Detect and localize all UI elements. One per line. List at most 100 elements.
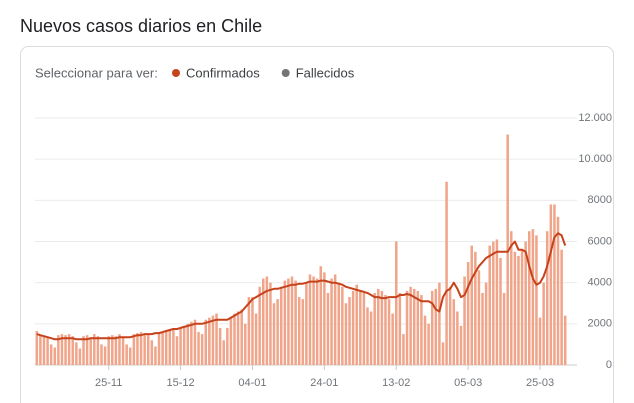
bar	[211, 315, 215, 365]
bar	[394, 241, 398, 365]
bar	[456, 311, 459, 365]
bar	[452, 299, 456, 365]
bar	[459, 325, 463, 365]
bar	[279, 286, 283, 365]
bar	[492, 241, 495, 365]
bar	[161, 332, 164, 365]
bar	[466, 262, 470, 365]
bar	[57, 335, 60, 365]
bar	[412, 288, 416, 365]
bar	[60, 334, 64, 365]
bar	[377, 288, 380, 365]
bar	[333, 274, 337, 365]
legend: Confirmados Fallecidos	[172, 65, 355, 80]
bar	[531, 229, 535, 365]
bar	[438, 282, 441, 365]
bar	[258, 286, 261, 365]
bar	[49, 344, 53, 365]
bar	[563, 315, 567, 365]
bar	[430, 290, 434, 365]
bar	[283, 280, 287, 365]
bar	[305, 282, 308, 365]
bar	[118, 334, 121, 365]
bar	[114, 336, 118, 365]
bar	[315, 278, 319, 365]
bar	[233, 313, 236, 365]
bar	[128, 347, 132, 365]
bar	[369, 311, 373, 365]
bar	[337, 282, 341, 365]
bar	[517, 255, 520, 365]
bar	[208, 317, 211, 365]
bar	[301, 299, 305, 365]
x-tick-label: 15-12	[167, 377, 195, 389]
legend-label[interactable]: Fallecidos	[296, 65, 355, 80]
bar	[215, 313, 218, 365]
bar	[556, 216, 560, 365]
average-line	[36, 232, 567, 341]
bar	[326, 292, 330, 365]
bar	[344, 303, 348, 365]
bar	[351, 290, 355, 365]
bar	[222, 340, 225, 365]
bar	[362, 292, 366, 365]
bar	[226, 327, 229, 365]
bar	[387, 299, 391, 365]
bar	[247, 297, 251, 365]
bar	[510, 231, 513, 365]
x-tick-label: 25-03	[526, 377, 554, 389]
bar	[294, 280, 297, 365]
bar	[542, 282, 545, 365]
bar	[405, 290, 409, 365]
bar	[488, 245, 491, 365]
bar	[154, 346, 157, 365]
bar	[441, 342, 445, 365]
bar	[355, 284, 358, 365]
x-tick-label: 13-02	[382, 377, 410, 389]
legend-marker	[281, 69, 290, 77]
bar	[373, 292, 376, 365]
bar	[164, 331, 168, 365]
bar	[157, 333, 161, 365]
bar	[103, 346, 107, 365]
bar	[172, 328, 175, 365]
bar	[46, 337, 49, 365]
bar	[204, 319, 208, 365]
bar	[560, 249, 563, 365]
y-tick-label: 12.000	[578, 112, 612, 124]
bar	[265, 276, 269, 365]
bar	[545, 231, 549, 365]
bar	[276, 299, 279, 365]
bar	[312, 276, 315, 365]
legend-label[interactable]: Confirmados	[186, 65, 260, 80]
x-tick-label: 05-03	[454, 377, 482, 389]
bar	[64, 335, 67, 365]
bar	[240, 309, 243, 365]
bar	[297, 297, 301, 365]
bar	[477, 270, 481, 365]
bar	[182, 325, 186, 365]
bar	[146, 334, 150, 365]
bar	[261, 278, 265, 365]
bar	[402, 334, 405, 365]
bar	[85, 335, 89, 365]
bar	[136, 333, 139, 365]
y-tick-label: 8000	[588, 194, 612, 206]
bar	[495, 239, 499, 365]
bar	[78, 348, 82, 365]
bar	[96, 336, 100, 365]
bar	[254, 313, 258, 365]
y-tick-label: 4000	[588, 277, 612, 289]
bar	[434, 288, 438, 365]
bar	[150, 340, 154, 365]
bar	[513, 251, 517, 365]
bar	[448, 286, 452, 365]
bar	[89, 337, 92, 365]
bar	[190, 321, 193, 365]
bar	[474, 251, 477, 365]
bar	[527, 231, 531, 365]
bar	[290, 276, 294, 365]
bar	[502, 292, 506, 365]
bar	[524, 241, 527, 365]
